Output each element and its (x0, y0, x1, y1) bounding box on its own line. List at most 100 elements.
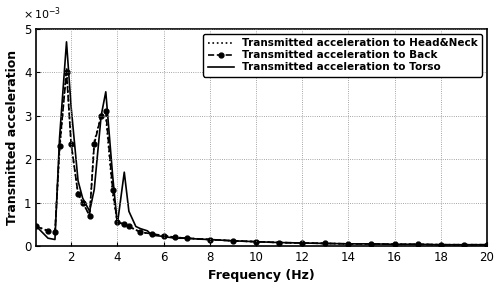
Transmitted acceleration to Torso (230, 239, 236, 242)
Transmitted acceleration to Head&Neck (461, 243, 467, 247)
Transmitted acceleration to Head&Neck (438, 243, 444, 247)
Transmitted acceleration to Back (322, 242, 328, 245)
Transmitted acceleration to Head&Neck (80, 201, 86, 204)
Transmitted acceleration to Back (52, 230, 58, 234)
Transmitted acceleration to Back (253, 240, 259, 243)
Transmitted acceleration to Back (103, 110, 109, 113)
Transmitted acceleration to Head&Neck (98, 114, 104, 118)
Transmitted acceleration to Back (160, 234, 166, 237)
Transmitted acceleration to Back (438, 243, 444, 247)
Transmitted acceleration to Torso (392, 242, 398, 246)
Transmitted acceleration to Back (392, 242, 398, 246)
Transmitted acceleration to Torso (461, 243, 467, 247)
Transmitted acceleration to Back (346, 242, 352, 246)
Transmitted acceleration to Head&Neck (34, 225, 40, 228)
Transmitted acceleration to Torso (126, 210, 132, 213)
Transmitted acceleration to Head&Neck (52, 231, 58, 235)
Transmitted acceleration to Back (276, 241, 282, 244)
Transmitted acceleration to Torso (68, 105, 74, 109)
Y-axis label: Transmitted acceleration: Transmitted acceleration (6, 50, 18, 225)
Transmitted acceleration to Back (368, 242, 374, 246)
Transmitted acceleration to Torso (75, 179, 81, 183)
Transmitted acceleration to Head&Neck (103, 114, 109, 118)
Transmitted acceleration to Head&Neck (184, 236, 190, 240)
Transmitted acceleration to Torso (346, 242, 352, 246)
Transmitted acceleration to Head&Neck (122, 223, 128, 226)
Transmitted acceleration to Head&Neck (346, 242, 352, 246)
Transmitted acceleration to Head&Neck (172, 236, 178, 239)
Transmitted acceleration to Head&Neck (160, 234, 166, 237)
Transmitted acceleration to Torso (98, 114, 104, 118)
Transmitted acceleration to Back (207, 238, 213, 241)
Transmitted acceleration to Torso (149, 234, 155, 237)
Transmitted acceleration to Torso (56, 136, 62, 139)
Transmitted acceleration to Head&Neck (126, 225, 132, 228)
Line: Transmitted acceleration to Back: Transmitted acceleration to Back (34, 70, 490, 247)
Transmitted acceleration to Head&Neck (64, 66, 70, 70)
Transmitted acceleration to Torso (144, 229, 150, 232)
Transmitted acceleration to Back (414, 242, 420, 246)
X-axis label: Frequency (Hz): Frequency (Hz) (208, 270, 315, 283)
Text: $\times\,10^{-3}$: $\times\,10^{-3}$ (23, 6, 61, 22)
Transmitted acceleration to Back (56, 144, 62, 148)
Transmitted acceleration to Torso (110, 175, 116, 178)
Transmitted acceleration to Torso (322, 242, 328, 245)
Transmitted acceleration to Head&Neck (299, 241, 305, 245)
Transmitted acceleration to Torso (160, 235, 166, 238)
Transmitted acceleration to Torso (438, 243, 444, 247)
Transmitted acceleration to Head&Neck (149, 232, 155, 236)
Transmitted acceleration to Back (126, 225, 132, 228)
Transmitted acceleration to Head&Neck (322, 242, 328, 245)
Transmitted acceleration to Head&Neck (484, 243, 490, 247)
Legend: Transmitted acceleration to Head&Neck, Transmitted acceleration to Back, Transmi: Transmitted acceleration to Head&Neck, T… (204, 34, 482, 77)
Transmitted acceleration to Back (230, 239, 236, 242)
Transmitted acceleration to Head&Neck (230, 239, 236, 242)
Transmitted acceleration to Torso (45, 236, 51, 240)
Transmitted acceleration to Torso (184, 236, 190, 240)
Transmitted acceleration to Head&Neck (138, 230, 143, 234)
Transmitted acceleration to Torso (368, 242, 374, 246)
Transmitted acceleration to Back (98, 114, 104, 118)
Transmitted acceleration to Head&Neck (56, 149, 62, 152)
Transmitted acceleration to Head&Neck (45, 229, 51, 232)
Transmitted acceleration to Torso (133, 225, 139, 228)
Transmitted acceleration to Torso (91, 188, 97, 191)
Transmitted acceleration to Back (184, 236, 190, 240)
Transmitted acceleration to Head&Neck (414, 242, 420, 246)
Transmitted acceleration to Head&Neck (86, 214, 92, 217)
Transmitted acceleration to Torso (299, 241, 305, 245)
Transmitted acceleration to Torso (114, 223, 120, 226)
Transmitted acceleration to Torso (34, 225, 40, 228)
Transmitted acceleration to Back (114, 220, 120, 224)
Transmitted acceleration to Back (461, 243, 467, 247)
Transmitted acceleration to Back (484, 243, 490, 247)
Transmitted acceleration to Back (299, 241, 305, 245)
Transmitted acceleration to Head&Neck (114, 220, 120, 224)
Transmitted acceleration to Head&Neck (276, 241, 282, 244)
Transmitted acceleration to Torso (64, 40, 70, 43)
Transmitted acceleration to Torso (195, 237, 201, 241)
Transmitted acceleration to Torso (172, 236, 178, 240)
Transmitted acceleration to Torso (138, 227, 143, 230)
Transmitted acceleration to Torso (207, 238, 213, 241)
Transmitted acceleration to Back (138, 230, 143, 234)
Transmitted acceleration to Back (172, 236, 178, 239)
Line: Transmitted acceleration to Torso: Transmitted acceleration to Torso (36, 42, 487, 245)
Transmitted acceleration to Head&Neck (368, 242, 374, 246)
Transmitted acceleration to Back (64, 71, 70, 74)
Transmitted acceleration to Back (86, 214, 92, 217)
Transmitted acceleration to Back (149, 232, 155, 236)
Transmitted acceleration to Torso (276, 241, 282, 244)
Transmitted acceleration to Torso (414, 242, 420, 246)
Transmitted acceleration to Head&Neck (110, 192, 116, 196)
Transmitted acceleration to Back (110, 188, 116, 191)
Transmitted acceleration to Torso (80, 196, 86, 200)
Transmitted acceleration to Torso (484, 243, 490, 247)
Transmitted acceleration to Head&Neck (91, 140, 97, 143)
Transmitted acceleration to Torso (52, 238, 58, 241)
Transmitted acceleration to Head&Neck (392, 242, 398, 246)
Transmitted acceleration to Head&Neck (253, 240, 259, 243)
Transmitted acceleration to Torso (86, 210, 92, 213)
Transmitted acceleration to Back (68, 142, 74, 146)
Transmitted acceleration to Head&Neck (75, 192, 81, 196)
